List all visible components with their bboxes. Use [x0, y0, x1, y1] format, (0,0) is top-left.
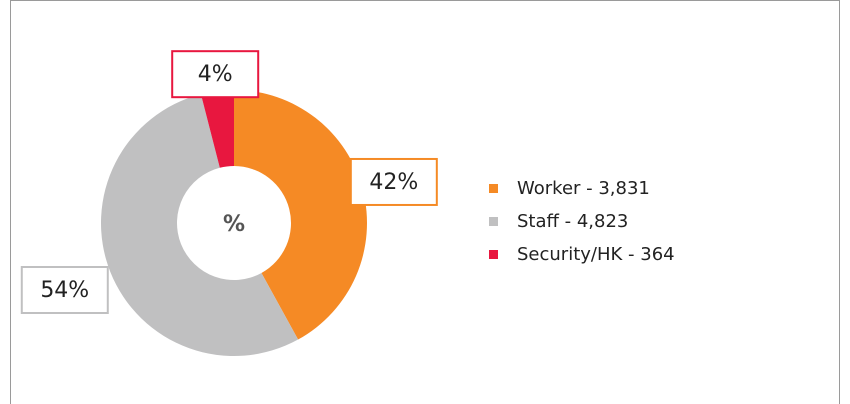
label-box [171, 50, 260, 99]
label-box [349, 157, 438, 206]
legend-swatch [489, 217, 498, 226]
legend-label: Worker - 3,831 [517, 178, 650, 199]
data-label: 4% [198, 62, 233, 87]
legend-swatch [489, 250, 498, 259]
data-label: 54% [40, 278, 89, 303]
center-label: % [223, 212, 245, 237]
legend-label: Staff - 4,823 [517, 211, 628, 232]
donut-slice [101, 94, 299, 356]
label-box [20, 265, 109, 314]
donut-slice [234, 90, 368, 340]
legend-label: Security/HK - 364 [517, 244, 675, 265]
data-label: 42% [369, 170, 418, 195]
frame [10, 0, 840, 404]
donut-slice [200, 90, 234, 168]
legend-swatch [489, 184, 498, 193]
